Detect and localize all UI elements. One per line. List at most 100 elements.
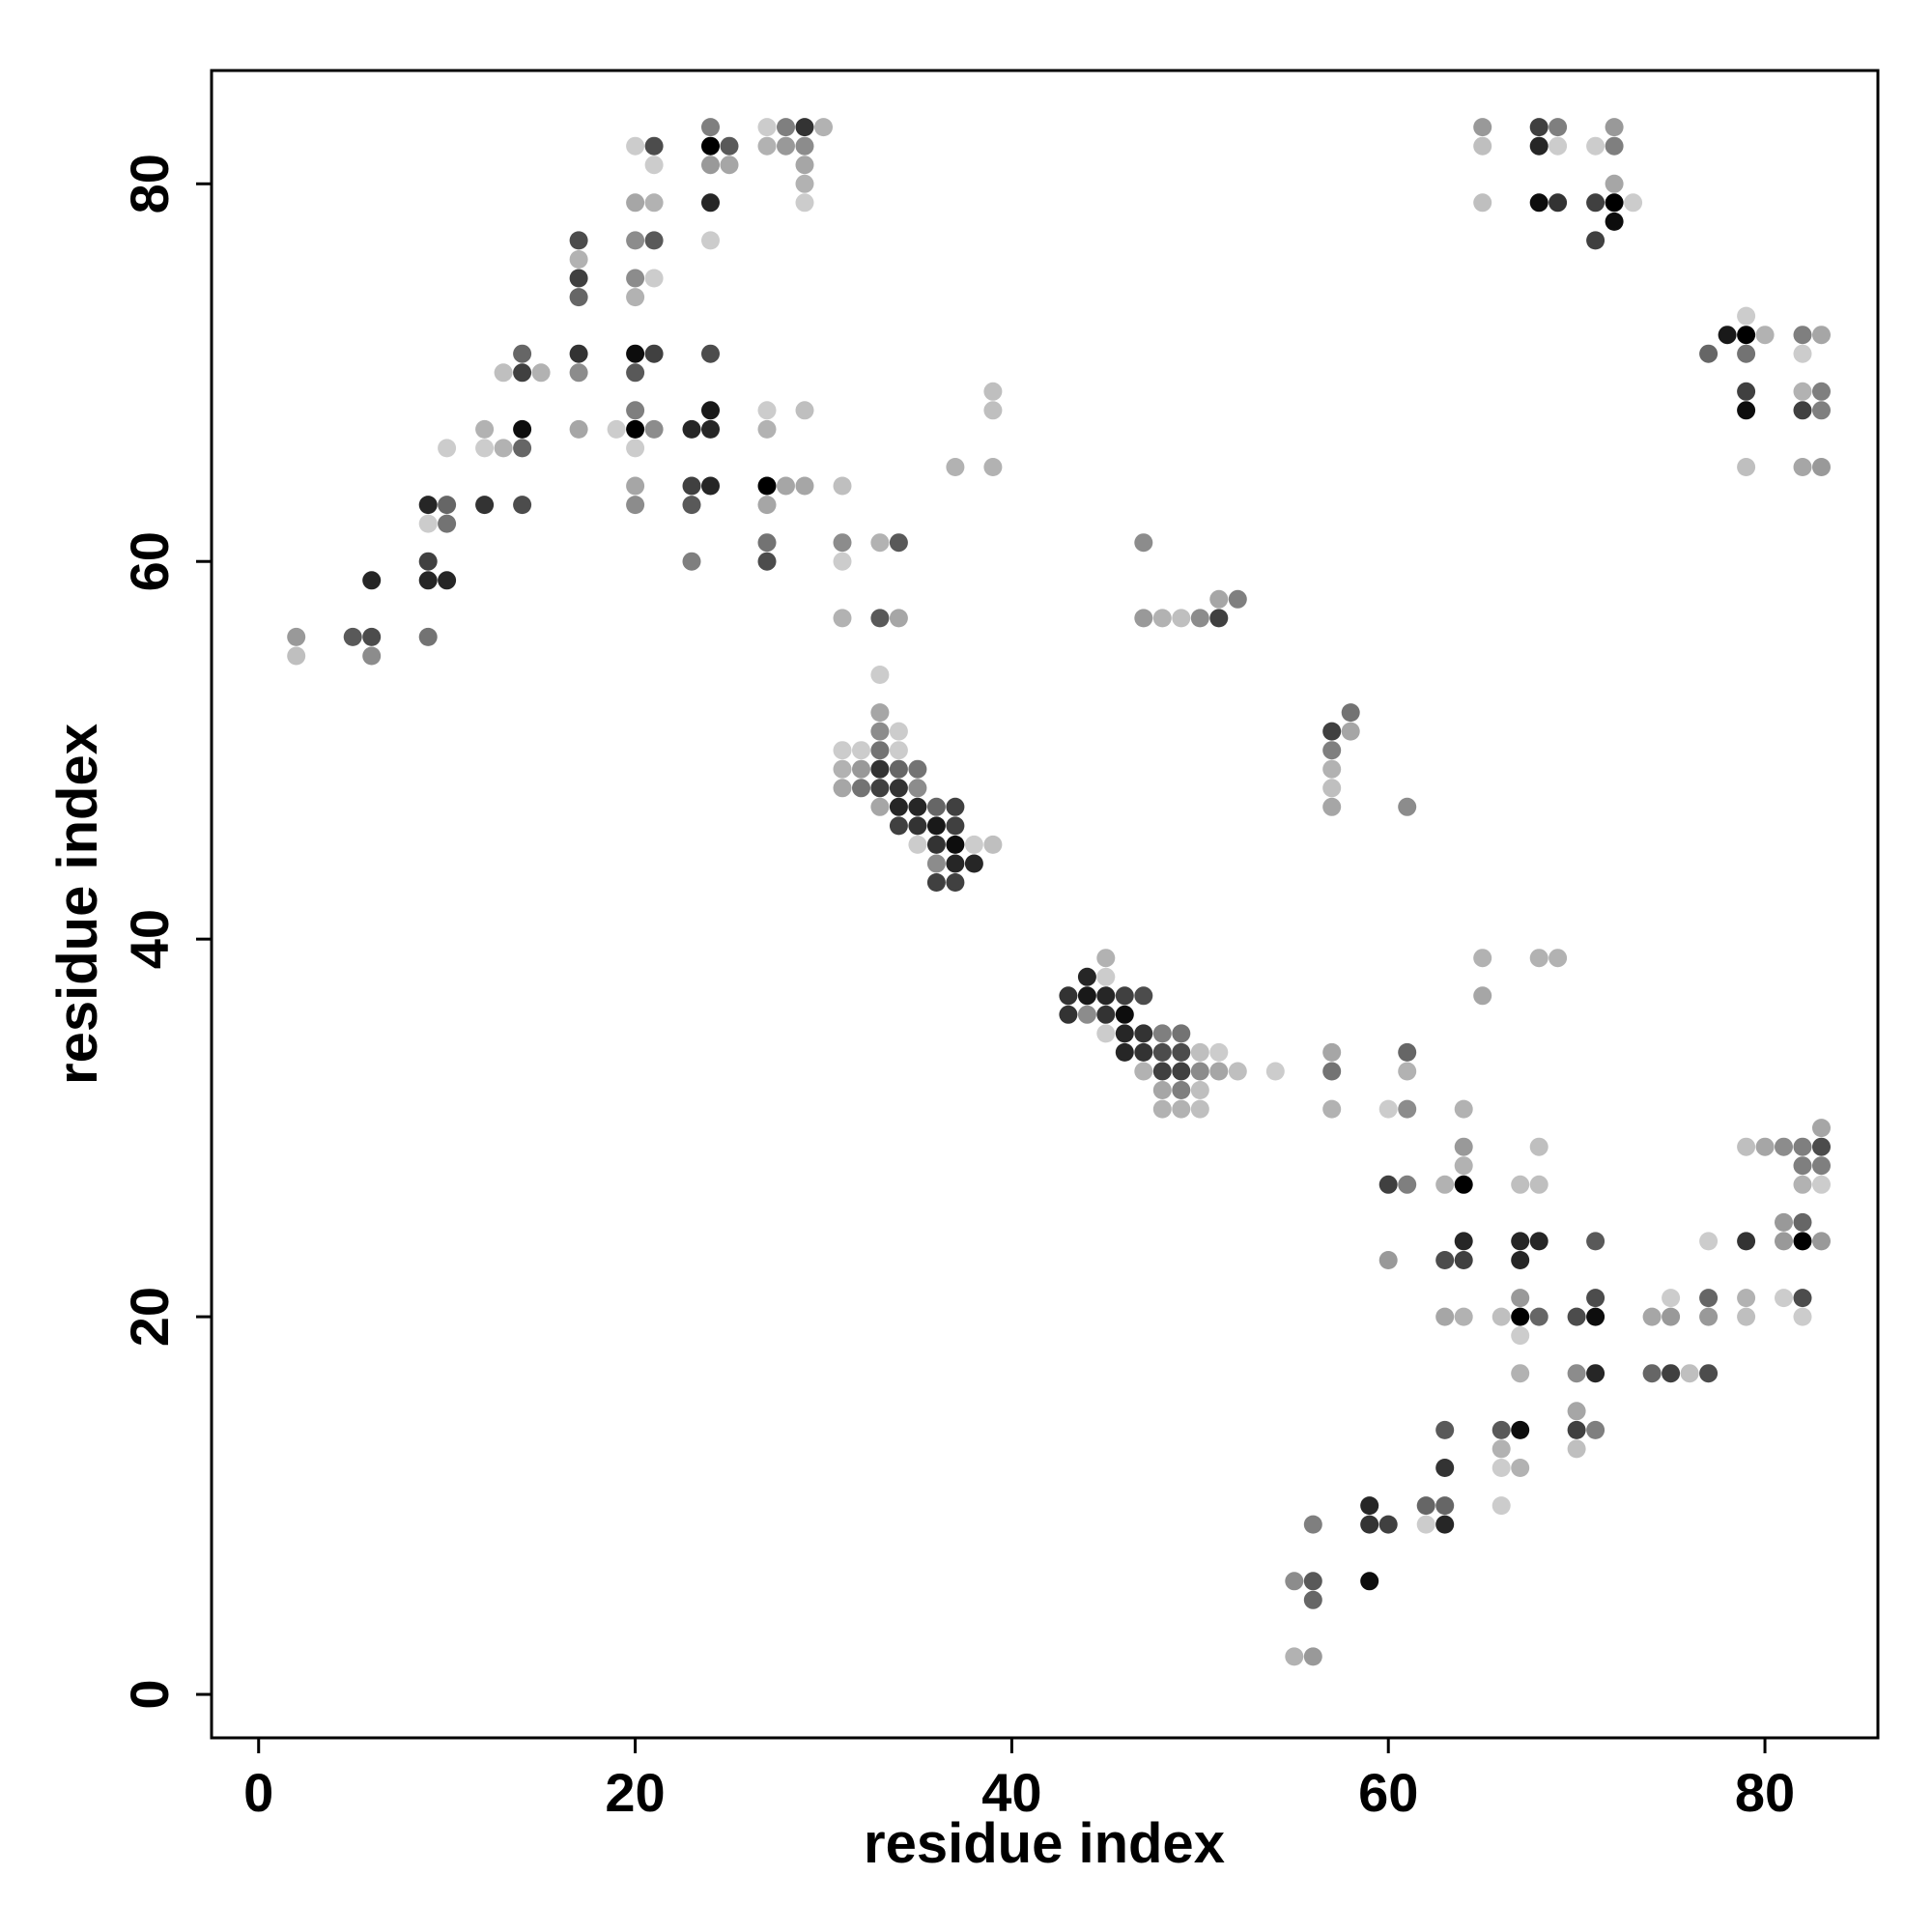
contact-point [1190, 1042, 1209, 1062]
contact-point [362, 627, 382, 646]
contact-point [1812, 382, 1831, 401]
contact-point [701, 156, 720, 175]
contact-point [1812, 326, 1831, 345]
contact-point [626, 401, 645, 420]
contact-point [287, 646, 306, 666]
contact-point [1737, 306, 1756, 326]
contact-point [1567, 1420, 1586, 1439]
contact-point [1059, 1005, 1078, 1024]
y-tick-label: 0 [119, 1679, 180, 1709]
contact-point [1737, 326, 1756, 345]
contact-point [1134, 1042, 1153, 1062]
contact-point [1775, 1289, 1793, 1308]
contact-point [852, 741, 870, 760]
contact-point [1775, 1232, 1793, 1251]
contact-point [1793, 326, 1812, 345]
contact-point [777, 136, 795, 156]
contact-point [1567, 1439, 1586, 1459]
contact-point [1454, 1099, 1473, 1119]
contact-point [1435, 1496, 1455, 1516]
y-tick-label: 60 [119, 531, 180, 591]
contact-point [1228, 589, 1247, 609]
contact-point [889, 722, 908, 741]
contact-point [1624, 193, 1643, 213]
contact-point [569, 363, 588, 383]
contact-point [1718, 326, 1737, 345]
contact-point [1435, 1420, 1455, 1439]
contact-point [1492, 1420, 1511, 1439]
contact-point [438, 514, 457, 533]
contact-point [1492, 1496, 1511, 1516]
contact-point [720, 156, 739, 175]
contact-point [1511, 1364, 1530, 1383]
contact-point [833, 741, 852, 760]
contact-point [626, 288, 645, 307]
contact-point [795, 118, 814, 137]
contact-point [1454, 1156, 1473, 1176]
contact-point [1793, 1137, 1812, 1156]
contact-point [1793, 382, 1812, 401]
contact-point [569, 231, 588, 250]
contact-point [1529, 118, 1548, 137]
contact-point [1511, 1289, 1530, 1308]
contact-point [513, 496, 532, 515]
contact-point [1492, 1459, 1511, 1477]
contact-point [494, 363, 513, 383]
contact-point [1115, 1024, 1134, 1043]
contact-point [1322, 741, 1342, 760]
contact-point [1473, 193, 1492, 213]
contact-point [644, 269, 664, 288]
contact-point [889, 779, 908, 798]
contact-point [833, 533, 852, 553]
contact-point [1699, 1289, 1719, 1308]
contact-point [1398, 1099, 1417, 1119]
contact-point [1605, 193, 1624, 213]
contact-point [889, 759, 908, 779]
contact-point [1548, 193, 1568, 213]
contact-point [1303, 1590, 1322, 1609]
contact-point [1812, 1137, 1831, 1156]
plot-frame [210, 69, 1880, 1740]
contact-point [1398, 797, 1417, 816]
contact-point [1567, 1307, 1586, 1326]
contact-point [1077, 967, 1096, 986]
contact-point [1360, 1572, 1379, 1591]
contact-point [1265, 1062, 1285, 1081]
contact-point [1115, 986, 1134, 1006]
contact-point [1511, 1459, 1530, 1477]
contact-point [1322, 797, 1342, 816]
contact-point [1793, 1175, 1812, 1194]
contact-point [757, 401, 777, 420]
contact-point [1360, 1496, 1379, 1516]
contact-point [1793, 401, 1812, 420]
contact-point [1152, 1081, 1172, 1099]
contact-point [1586, 136, 1605, 156]
contact-point [889, 797, 908, 816]
contact-point [1548, 136, 1568, 156]
contact-point [701, 419, 720, 439]
contact-point [1793, 458, 1812, 476]
contact-point [870, 797, 890, 816]
contact-point [870, 609, 890, 628]
contact-point [513, 439, 532, 458]
contact-point [1172, 1042, 1191, 1062]
contact-point [1793, 1212, 1812, 1232]
contact-point [833, 609, 852, 628]
contact-point [1378, 1099, 1398, 1119]
contact-point [908, 779, 927, 798]
contact-point [644, 193, 664, 213]
contact-point [1341, 703, 1360, 723]
contact-point [418, 496, 438, 515]
contact-point [908, 835, 927, 854]
contact-point [1322, 1099, 1342, 1119]
contact-point [1190, 609, 1209, 628]
contact-point [1096, 949, 1116, 968]
contact-point [1737, 382, 1756, 401]
contact-point [682, 476, 701, 496]
contact-point [1341, 722, 1360, 741]
contact-point [1793, 344, 1812, 363]
contact-point [1378, 1251, 1398, 1269]
y-axis-title: residue index [46, 724, 109, 1085]
contact-point [983, 458, 1003, 476]
contact-point [757, 496, 777, 515]
